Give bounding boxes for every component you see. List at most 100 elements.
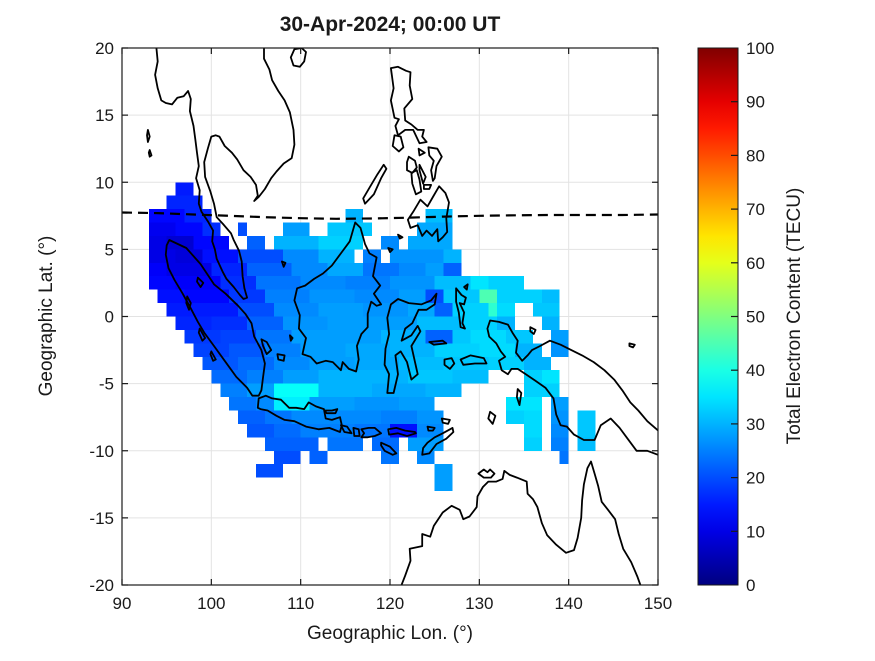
tec-cell-run bbox=[461, 316, 498, 330]
coastline-sulu-2 bbox=[387, 247, 394, 253]
coastline-pagai bbox=[209, 350, 217, 362]
axes-box bbox=[121, 47, 659, 586]
tec-cell-run bbox=[550, 329, 569, 344]
tec-cell-run bbox=[291, 262, 328, 277]
tec-cell-run bbox=[175, 182, 194, 196]
coastline-tiwi bbox=[477, 468, 496, 479]
coastline-karimata bbox=[289, 334, 294, 342]
colorbar-tick-label: 70 bbox=[746, 200, 765, 219]
y-tick-label: -5 bbox=[99, 375, 114, 394]
tec-cell-run bbox=[524, 437, 542, 451]
coastline-mindoro bbox=[391, 134, 405, 153]
colorbar-tick-label: 90 bbox=[746, 93, 765, 112]
x-axis-label: Geographic Lon. (°) bbox=[307, 623, 473, 644]
tec-cell-run bbox=[148, 276, 176, 290]
tec-cell-run bbox=[211, 370, 248, 384]
tec-cell-run bbox=[372, 316, 417, 330]
tec-cell-run bbox=[479, 343, 516, 357]
coastline-panay bbox=[406, 155, 418, 174]
tec-cell-run bbox=[175, 222, 203, 236]
tec-cell-run bbox=[327, 316, 373, 330]
y-tick-label: 15 bbox=[95, 106, 114, 125]
coastline-madura bbox=[323, 408, 339, 415]
tec-cell-run bbox=[273, 383, 319, 398]
tec-cell-run bbox=[184, 289, 230, 304]
colorbar-label: Total Electron Content (TECU) bbox=[784, 188, 805, 445]
tec-cell-run bbox=[470, 276, 489, 290]
tec-cell-run bbox=[238, 222, 248, 236]
tec-cell-run bbox=[425, 329, 453, 344]
coastline-negros bbox=[410, 169, 423, 196]
tec-cell-run bbox=[577, 410, 596, 424]
tec-cell-run bbox=[220, 329, 256, 344]
coastline-samar-leyte bbox=[427, 146, 443, 182]
tec-cell-run bbox=[363, 370, 408, 384]
coastline-belitung bbox=[276, 353, 286, 362]
tec-cell-run bbox=[273, 235, 319, 250]
tec-cell-run bbox=[434, 464, 453, 478]
coastline-morotai bbox=[463, 283, 469, 291]
coastline-sumatra bbox=[164, 239, 266, 397]
tec-cell-run bbox=[407, 370, 453, 384]
tec-cell-run bbox=[327, 222, 373, 236]
tec-cell-run bbox=[506, 410, 524, 424]
tec-cell-run bbox=[148, 235, 167, 250]
axis-tick-labels: 90 100 110 120 130 140 150 -20 -15 -10 -5 0 5 10 15 20 bbox=[89, 39, 672, 613]
tec-cell-run bbox=[470, 329, 507, 344]
tec-cell-run bbox=[524, 423, 542, 438]
tec-cell-run bbox=[524, 356, 551, 371]
coastlines bbox=[146, 48, 658, 585]
tec-cell-run bbox=[247, 316, 283, 330]
tec-cell-run bbox=[363, 249, 382, 263]
tec-cell-run bbox=[193, 235, 230, 250]
tec-cell-run bbox=[416, 450, 435, 465]
tec-cell-run bbox=[309, 397, 355, 411]
tec-cell-run bbox=[345, 276, 390, 290]
colorbar-tick-label: 20 bbox=[746, 469, 765, 488]
coastline-biak bbox=[529, 326, 537, 335]
tec-cell-run bbox=[398, 289, 426, 304]
colorbar-tick-label: 80 bbox=[746, 146, 765, 165]
tec-cell-run bbox=[238, 356, 274, 371]
coastline-sumba bbox=[380, 441, 398, 456]
tec-cell-run bbox=[273, 450, 301, 465]
tec-cell-run bbox=[282, 222, 310, 236]
tec-cell-run bbox=[407, 235, 453, 250]
tec-cell-run bbox=[434, 303, 453, 317]
tec-cell-run bbox=[497, 289, 542, 304]
coastline-flores bbox=[387, 427, 417, 437]
y-axis-label: Geographic Lat. (°) bbox=[36, 236, 57, 397]
tec-cell-run bbox=[443, 262, 462, 277]
tec-cell-run bbox=[381, 410, 417, 424]
tec-cell-run bbox=[264, 437, 319, 451]
y-tick-label: -10 bbox=[89, 442, 114, 461]
tec-cell-run bbox=[318, 383, 373, 398]
x-tick-label: 100 bbox=[197, 594, 225, 613]
coastline-bali bbox=[340, 424, 353, 435]
colorbar-tick-label: 0 bbox=[746, 576, 755, 595]
tec-cell-run bbox=[550, 423, 569, 438]
tec-cell-run bbox=[166, 262, 212, 277]
tec-cell-run bbox=[282, 249, 319, 263]
tec-cell-run bbox=[229, 397, 256, 411]
tec-cell-run bbox=[443, 356, 489, 371]
tec-cell-run bbox=[184, 329, 221, 344]
tec-cell-run bbox=[148, 209, 185, 223]
coastline-buru bbox=[443, 357, 456, 370]
tec-cell-run bbox=[247, 423, 274, 438]
tec-cell-run bbox=[273, 303, 319, 317]
tec-cell-run bbox=[282, 370, 319, 384]
tec-cell-run bbox=[175, 316, 212, 330]
tec-cell-run bbox=[264, 343, 301, 357]
coastline-masbate bbox=[417, 147, 426, 157]
tec-cell-run bbox=[247, 262, 292, 277]
tec-cell-run bbox=[434, 343, 480, 357]
tec-cell-run bbox=[247, 235, 265, 250]
coastline-alor bbox=[426, 425, 436, 432]
tec-cell-run bbox=[541, 316, 560, 330]
tec-cell-run bbox=[256, 276, 301, 290]
coastline-tanimbar bbox=[487, 410, 497, 425]
tec-cell-run bbox=[300, 343, 346, 357]
tec-cell-run bbox=[220, 383, 248, 398]
